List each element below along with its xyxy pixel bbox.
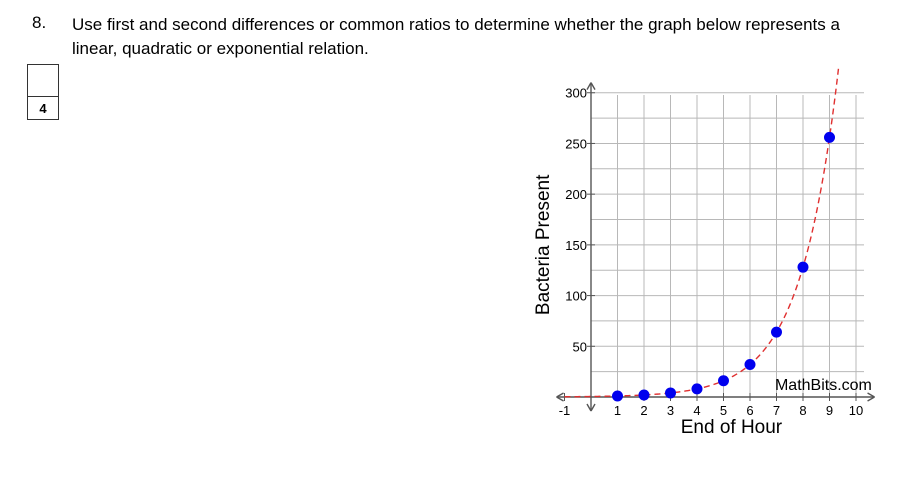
- x-tick-label: 1: [614, 403, 621, 418]
- x-tick-label: 10: [849, 403, 863, 418]
- y-axis-down-arrow: [586, 403, 596, 412]
- data-point: [638, 389, 650, 401]
- data-point: [612, 390, 623, 402]
- x-tick-label: 9: [826, 403, 833, 418]
- y-tick-label: 50: [573, 339, 587, 354]
- data-point: [665, 387, 676, 399]
- watermark: MathBits.com: [775, 377, 872, 394]
- x-axis-right-arrow: [867, 392, 875, 402]
- x-tick-label: 3: [667, 403, 674, 418]
- y-tick-label: 200: [565, 187, 587, 202]
- x-tick-label: 5: [720, 403, 727, 418]
- y-tick-label: 300: [565, 86, 587, 101]
- y-tick-label: 250: [565, 136, 587, 151]
- x-tick-label: 2: [640, 403, 647, 418]
- y-axis-title: Bacteria Present: [533, 174, 554, 315]
- mark-box-value: 4: [39, 100, 47, 116]
- y-tick-label: 100: [565, 289, 587, 304]
- axis-labels: -1 1 2 3 4 5 6 7 8 9 10 50 100 150 200 250 300 End of Hou…: [533, 86, 872, 438]
- data-point: [797, 261, 809, 273]
- data-point: [771, 326, 782, 338]
- growth-curve: [564, 65, 840, 398]
- x-tick-label: 4: [693, 403, 700, 418]
- x-tick-label: 8: [799, 403, 806, 418]
- x-axis-left-arrow: [556, 392, 564, 402]
- axes: [556, 82, 875, 412]
- data-point: [744, 359, 756, 371]
- x-tick-label: 7: [773, 403, 780, 418]
- data-point: [718, 375, 729, 387]
- mark-box-blank-cell: [28, 65, 58, 97]
- x-tick-label: 6: [746, 403, 753, 418]
- data-point: [824, 131, 835, 143]
- data-point: [691, 383, 703, 395]
- question-number: 8.: [32, 13, 47, 32]
- y-tick-label: 150: [565, 238, 587, 253]
- x-axis-title: End of Hour: [681, 417, 783, 438]
- growth-curve-path: [564, 65, 840, 398]
- x-tick-label: -1: [559, 403, 571, 418]
- grid-lines: [591, 92, 864, 397]
- y-axis-up-arrow: [586, 82, 596, 90]
- question-text: Use first and second differences or comm…: [72, 15, 840, 58]
- mark-box: 4: [27, 64, 59, 120]
- data-points: [612, 131, 835, 402]
